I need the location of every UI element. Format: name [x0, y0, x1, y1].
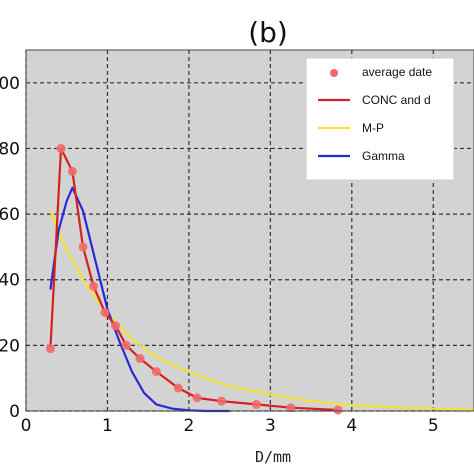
data-point [56, 143, 66, 153]
y-tick-label: 80 [0, 139, 20, 159]
data-point [252, 399, 262, 409]
y-tick-label: 40 [0, 271, 20, 291]
y-tick-label: 100 [0, 74, 20, 94]
x-tick-label: 1 [102, 416, 113, 436]
x-axis-label: D/mm [255, 448, 291, 466]
legend-box [305, 57, 455, 181]
legend-label: Gamma [362, 149, 405, 163]
legend-label: CONC and d [362, 93, 431, 107]
data-point [286, 403, 296, 413]
data-point [216, 396, 226, 406]
legend-label: average date [362, 65, 432, 79]
x-tick-label: 3 [265, 416, 276, 436]
y-tick-label: 0 [9, 402, 20, 422]
data-point [151, 367, 161, 377]
series-line-conc-and-d [49, 147, 339, 412]
x-tick-label: 2 [183, 416, 194, 436]
data-point [121, 340, 131, 350]
x-tick-label: 4 [346, 416, 357, 436]
data-point [45, 344, 55, 354]
data-point [100, 308, 110, 318]
series-line-gamma [49, 186, 230, 413]
chart-title: (b) [248, 16, 288, 49]
tick-labels: 0 1 2 3 4 5 0 20 40 60 80 100 [0, 74, 439, 436]
data-point [78, 242, 88, 252]
series [45, 143, 474, 415]
data-point [192, 393, 202, 403]
x-tick-label: 0 [21, 416, 32, 436]
data-point [333, 405, 343, 415]
y-tick-label: 60 [0, 205, 20, 225]
data-point [89, 281, 99, 291]
legend-marker [330, 69, 338, 77]
data-point [67, 166, 77, 176]
y-tick-label: 20 [0, 336, 20, 356]
plot-frame [25, 49, 474, 412]
legend: average date CONC and d M-P Gamma [305, 57, 455, 181]
x-tick-label: 5 [428, 416, 439, 436]
legend-label: M-P [362, 121, 384, 135]
data-point [111, 321, 121, 331]
series-line-m-p [49, 210, 474, 411]
data-point [135, 353, 145, 363]
data-point [173, 383, 183, 393]
